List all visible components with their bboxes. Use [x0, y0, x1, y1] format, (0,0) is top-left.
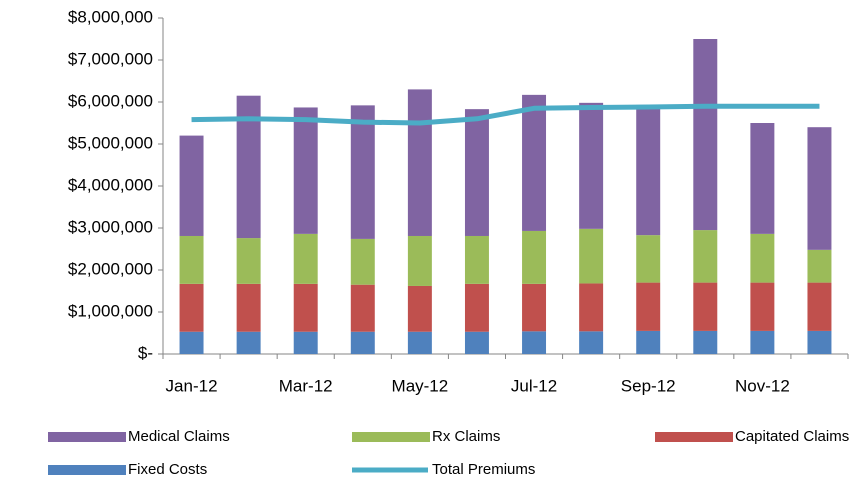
y-tick-label: $5,000,000: [68, 133, 153, 152]
bar-segment: [236, 331, 261, 354]
bar-segment: [407, 89, 432, 236]
y-tick-label: $7,000,000: [68, 49, 153, 68]
bar-segment: [693, 230, 718, 283]
bar-segment: [636, 330, 661, 354]
bar-segment: [293, 233, 318, 284]
y-tick-label: $3,000,000: [68, 217, 153, 236]
bar-segment: [179, 135, 204, 236]
line-series: [191, 103, 820, 126]
bar-segment: [350, 284, 375, 332]
bar-segment: [693, 282, 718, 331]
bar-segment: [350, 105, 375, 239]
bar-segment: [464, 283, 489, 332]
bar-segment: [236, 238, 261, 284]
bar-segment: [350, 331, 375, 354]
legend-label: Rx Claims: [432, 428, 500, 445]
x-tick-label: Mar-12: [279, 376, 333, 395]
bar-segment: [236, 95, 261, 239]
legend-swatch: [48, 465, 126, 475]
y-tick-label: $1,000,000: [68, 301, 153, 320]
x-tick-label: Nov-12: [735, 376, 790, 395]
bar-segment: [636, 235, 661, 283]
bar-segment: [464, 235, 489, 284]
bar-segment: [407, 331, 432, 354]
bar-segment: [807, 127, 832, 250]
bar-segment: [636, 282, 661, 331]
bar-segment: [464, 331, 489, 354]
y-tick-label: $6,000,000: [68, 91, 153, 110]
bar-segment: [464, 109, 489, 236]
bar-segment: [407, 285, 432, 332]
bar-segment: [179, 283, 204, 332]
y-tick-label: $8,000,000: [68, 7, 153, 26]
x-tick-label: Jul-12: [511, 376, 557, 395]
bar-segment: [750, 282, 775, 331]
legend-label: Capitated Claims: [735, 428, 849, 445]
y-tick-label: $2,000,000: [68, 259, 153, 278]
bar-segment: [750, 330, 775, 354]
legend-label: Fixed Costs: [128, 461, 207, 478]
bar-segment: [179, 331, 204, 354]
x-tick-label: Sep-12: [621, 376, 676, 395]
bar-segment: [179, 235, 204, 284]
bar-segment: [636, 104, 661, 236]
bar-segment: [293, 283, 318, 332]
bar-segment: [522, 331, 547, 354]
x-tick-label: Jan-12: [166, 376, 218, 395]
legend-label: Total Premiums: [432, 461, 535, 478]
bar-segment: [693, 330, 718, 354]
bar-segment: [407, 235, 432, 286]
bar-segment: [750, 123, 775, 234]
bar-segment: [522, 283, 547, 332]
bar-segment: [293, 331, 318, 354]
bar-segment: [807, 282, 832, 331]
bar-segment: [693, 39, 718, 231]
legend-label: Medical Claims: [128, 428, 230, 445]
bar-segment: [579, 228, 604, 284]
bar-segment: [579, 102, 604, 229]
legend-swatch: [655, 432, 733, 442]
bar-segment: [236, 283, 261, 332]
legend-swatch: [48, 432, 126, 442]
bar-segment: [579, 283, 604, 332]
bar-segment: [522, 230, 547, 284]
bar-segment: [522, 94, 547, 231]
bar-segment: [293, 107, 318, 234]
y-tick-label: $-: [138, 343, 153, 362]
bar-segment: [350, 238, 375, 285]
bar-segment: [807, 249, 832, 283]
bar-segment: [807, 330, 832, 354]
bar-segment: [750, 233, 775, 283]
legend-swatch: [352, 432, 430, 442]
y-tick-label: $4,000,000: [68, 175, 153, 194]
bar-segment: [579, 331, 604, 354]
x-tick-label: May-12: [392, 376, 449, 395]
